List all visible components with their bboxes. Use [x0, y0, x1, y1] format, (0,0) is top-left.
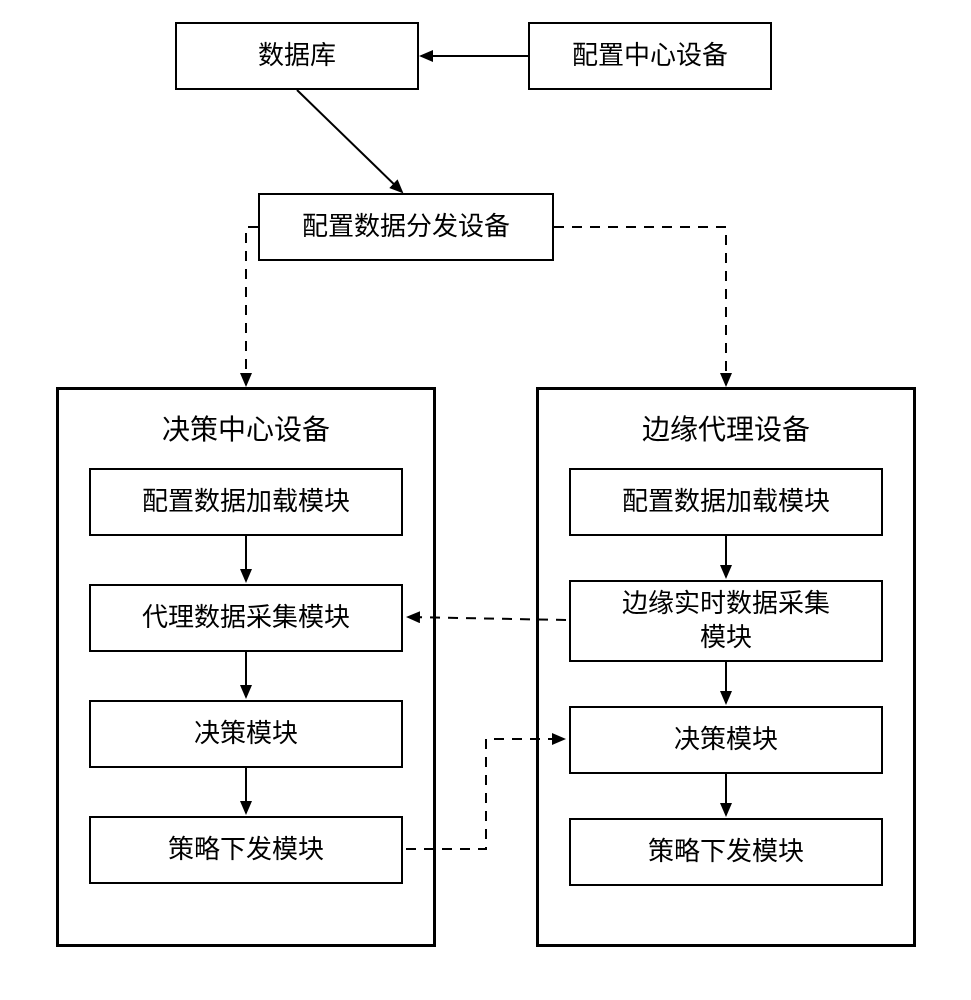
config-center-label: 配置中心设备	[572, 39, 728, 73]
distributor-label: 配置数据分发设备	[302, 210, 510, 244]
config-center-box: 配置中心设备	[528, 22, 772, 90]
right-module-decision: 决策模块	[569, 706, 883, 774]
right-module-policy_issue: 策略下发模块	[569, 818, 883, 886]
right-module-config_loader: 配置数据加载模块	[569, 468, 883, 536]
arrow-db-to-distributor	[297, 90, 402, 192]
right-module-edge_collect: 边缘实时数据采集 模块	[569, 580, 883, 662]
database-label: 数据库	[258, 39, 336, 73]
left-module-config_loader: 配置数据加载模块	[89, 468, 403, 536]
distributor-box: 配置数据分发设备	[258, 193, 554, 261]
left-module-policy_issue: 策略下发模块	[89, 816, 403, 884]
decision-center-title: 决策中心设备	[59, 408, 433, 448]
left-module-proxy_collect: 代理数据采集模块	[89, 584, 403, 652]
database-box: 数据库	[175, 22, 419, 90]
left-module-decision: 决策模块	[89, 700, 403, 768]
edge-proxy-container: 边缘代理设备 配置数据加载模块边缘实时数据采集 模块决策模块策略下发模块	[536, 387, 916, 947]
arrow-dist-to-left	[246, 227, 258, 385]
arrow-dist-to-right	[554, 227, 726, 385]
edge-proxy-title: 边缘代理设备	[539, 408, 913, 448]
decision-center-container: 决策中心设备 配置数据加载模块代理数据采集模块决策模块策略下发模块	[56, 387, 436, 947]
